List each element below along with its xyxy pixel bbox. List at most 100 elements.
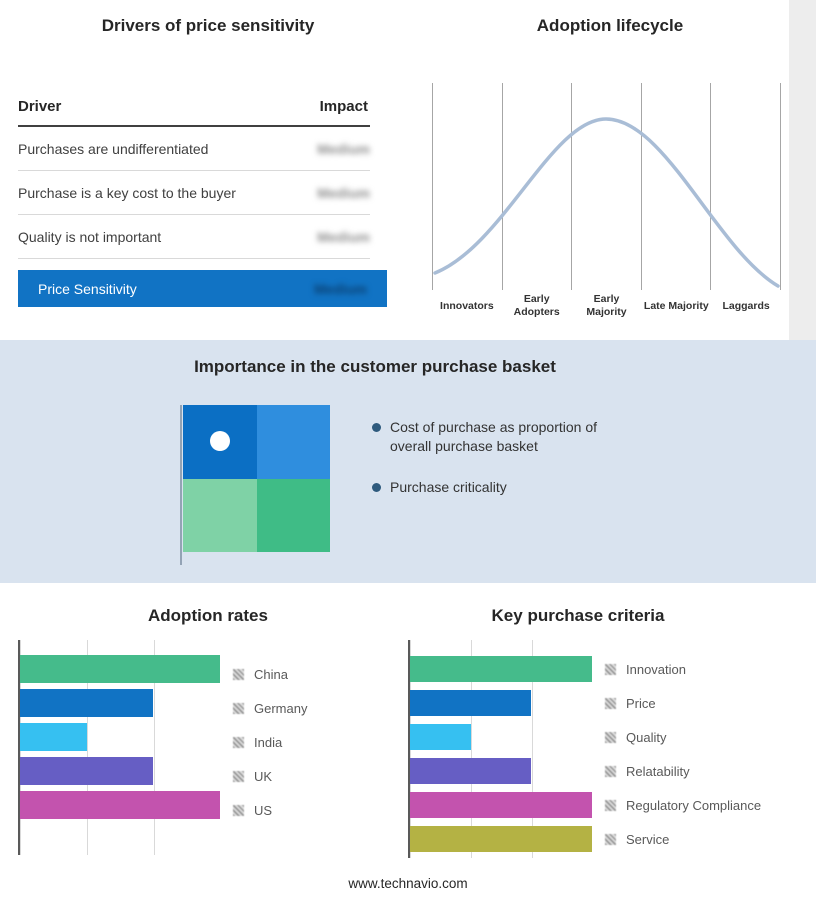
key-criteria-plot — [408, 640, 592, 858]
bar-india — [20, 723, 87, 751]
impact-value-blurred: Medium — [317, 184, 370, 201]
bullet-text: Cost of purchase as proportion of overal… — [390, 419, 598, 454]
driver-label: Purchases are undifferentiated — [18, 140, 209, 157]
legend-label: UK — [254, 768, 273, 784]
bar-price — [410, 690, 532, 716]
purchase-basket-matrix — [183, 405, 330, 552]
legend-label: India — [254, 734, 283, 750]
legend-swatch-icon — [233, 804, 244, 816]
page-edge — [789, 0, 816, 340]
price-sensitivity-label: Price Sensitivity — [38, 280, 137, 297]
lifecycle-curve-path — [433, 117, 780, 288]
legend-item-price: Price — [605, 690, 761, 716]
legend-label: Relatability — [626, 763, 690, 779]
impact-value-blurred: Medium — [317, 140, 370, 157]
lifecycle-stage-labels: Innovators Early Adopters Early Majority La… — [432, 292, 781, 320]
impact-value-blurred: Medium — [314, 280, 367, 297]
legend-swatch-icon — [605, 833, 616, 845]
column-header-driver: Driver — [18, 98, 62, 115]
legend-label: Quality — [626, 729, 667, 745]
legend-label: China — [254, 666, 288, 682]
legend-label: Price — [626, 695, 656, 711]
bullet-text: Purchase criticality — [390, 478, 507, 495]
bullet-dot — [372, 482, 381, 492]
quadrant-bottom-right — [256, 478, 330, 552]
bar-us — [20, 791, 220, 819]
legend-label: Regulatory Compliance — [626, 797, 762, 813]
legend-label: Service — [626, 831, 670, 847]
website-url: www.technavio.com — [348, 876, 468, 891]
lifecycle-stage-label: Laggards — [722, 299, 770, 312]
drivers-title: Drivers of price sensitivity — [101, 16, 315, 35]
lifecycle-segment — [640, 83, 711, 290]
bar-regulatory-compliance — [410, 792, 592, 818]
drivers-table-header: Driver Impact — [18, 90, 370, 127]
legend-item-innovation: Innovation — [605, 656, 761, 682]
bar-uk — [20, 757, 154, 785]
matrix-axis — [180, 405, 182, 565]
driver-label: Quality is not important — [18, 228, 162, 245]
legend-item-india: India — [233, 728, 307, 756]
legend-item-quality: Quality — [605, 724, 761, 750]
legend-swatch-icon — [605, 765, 616, 777]
bar-germany — [20, 689, 154, 717]
legend-item-germany: Germany — [233, 694, 307, 722]
legend-item-service: Service — [605, 826, 761, 852]
legend-swatch-icon — [605, 697, 616, 709]
legend-swatch-icon — [605, 731, 616, 743]
position-marker-dot — [210, 431, 230, 451]
legend-label: Germany — [254, 700, 308, 716]
bullet-item: Cost of purchase as proportion of overal… — [372, 418, 644, 456]
legend-item-uk: UK — [233, 762, 307, 790]
lifecycle-stage-label: Early Adopters — [513, 293, 560, 318]
driver-row: Quality is not important Medium — [18, 215, 370, 259]
lifecycle-segment — [710, 83, 781, 290]
legend-swatch-icon — [605, 799, 616, 811]
legend-swatch-icon — [605, 663, 616, 675]
lifecycle-segment — [432, 83, 502, 290]
legend-item-us: US — [233, 796, 307, 824]
bar-relatability — [410, 758, 532, 784]
adoption-lifecycle-chart — [432, 83, 781, 290]
key-criteria-legend: Innovation Price Quality Relatability Regula… — [605, 640, 761, 860]
legend-item-china: China — [233, 660, 307, 688]
lifecycle-stage-label: Late Majority — [643, 299, 709, 312]
adoption-rates-legend: China Germany India UK US — [233, 640, 307, 830]
legend-label: US — [254, 802, 273, 818]
lifecycle-stage-label: Innovators — [440, 299, 494, 312]
legend-item-relatability: Relatability — [605, 758, 761, 784]
legend-item-regulatory-compliance: Regulatory Compliance — [605, 792, 761, 818]
bar-innovation — [410, 656, 592, 682]
bar-quality — [410, 724, 471, 750]
adoption-rates-plot — [18, 640, 220, 855]
lifecycle-curve — [433, 117, 780, 288]
impact-value-blurred: Medium — [317, 228, 370, 245]
drivers-table: Driver Impact Purchases are undifferenti… — [18, 90, 370, 259]
quadrant-top-right — [256, 405, 330, 479]
middle-band — [0, 340, 816, 583]
column-header-impact: Impact — [319, 98, 368, 115]
lifecycle-stage-label: Early Majority — [586, 293, 627, 318]
basket-bullets: Cost of purchase as proportion of overal… — [372, 418, 644, 519]
price-sensitivity-row: Price Sensitivity Medium — [18, 270, 387, 307]
legend-swatch-icon — [233, 702, 244, 714]
bar-china — [20, 655, 220, 683]
bar-service — [410, 826, 592, 852]
drivers-table-body: Purchases are undifferentiated Medium Purc… — [18, 127, 370, 259]
driver-row: Purchases are undifferentiated Medium — [18, 127, 370, 171]
lifecycle-segment — [501, 83, 572, 290]
lifecycle-grid — [432, 83, 781, 290]
basket-title: Importance in the customer purchase bask… — [194, 357, 556, 376]
bullet-dot — [372, 423, 381, 432]
lifecycle-segment — [571, 83, 641, 290]
legend-label: Innovation — [626, 661, 686, 677]
driver-label: Purchase is a key cost to the buyer — [18, 184, 236, 201]
quadrant-bottom-left — [183, 478, 257, 552]
legend-swatch-icon — [233, 668, 244, 680]
driver-row: Purchase is a key cost to the buyer Mediu… — [18, 171, 370, 215]
key-criteria-title: Key purchase criteria — [491, 606, 665, 625]
legend-swatch-icon — [233, 770, 244, 782]
legend-swatch-icon — [233, 736, 244, 748]
lifecycle-title: Adoption lifecycle — [536, 16, 684, 35]
